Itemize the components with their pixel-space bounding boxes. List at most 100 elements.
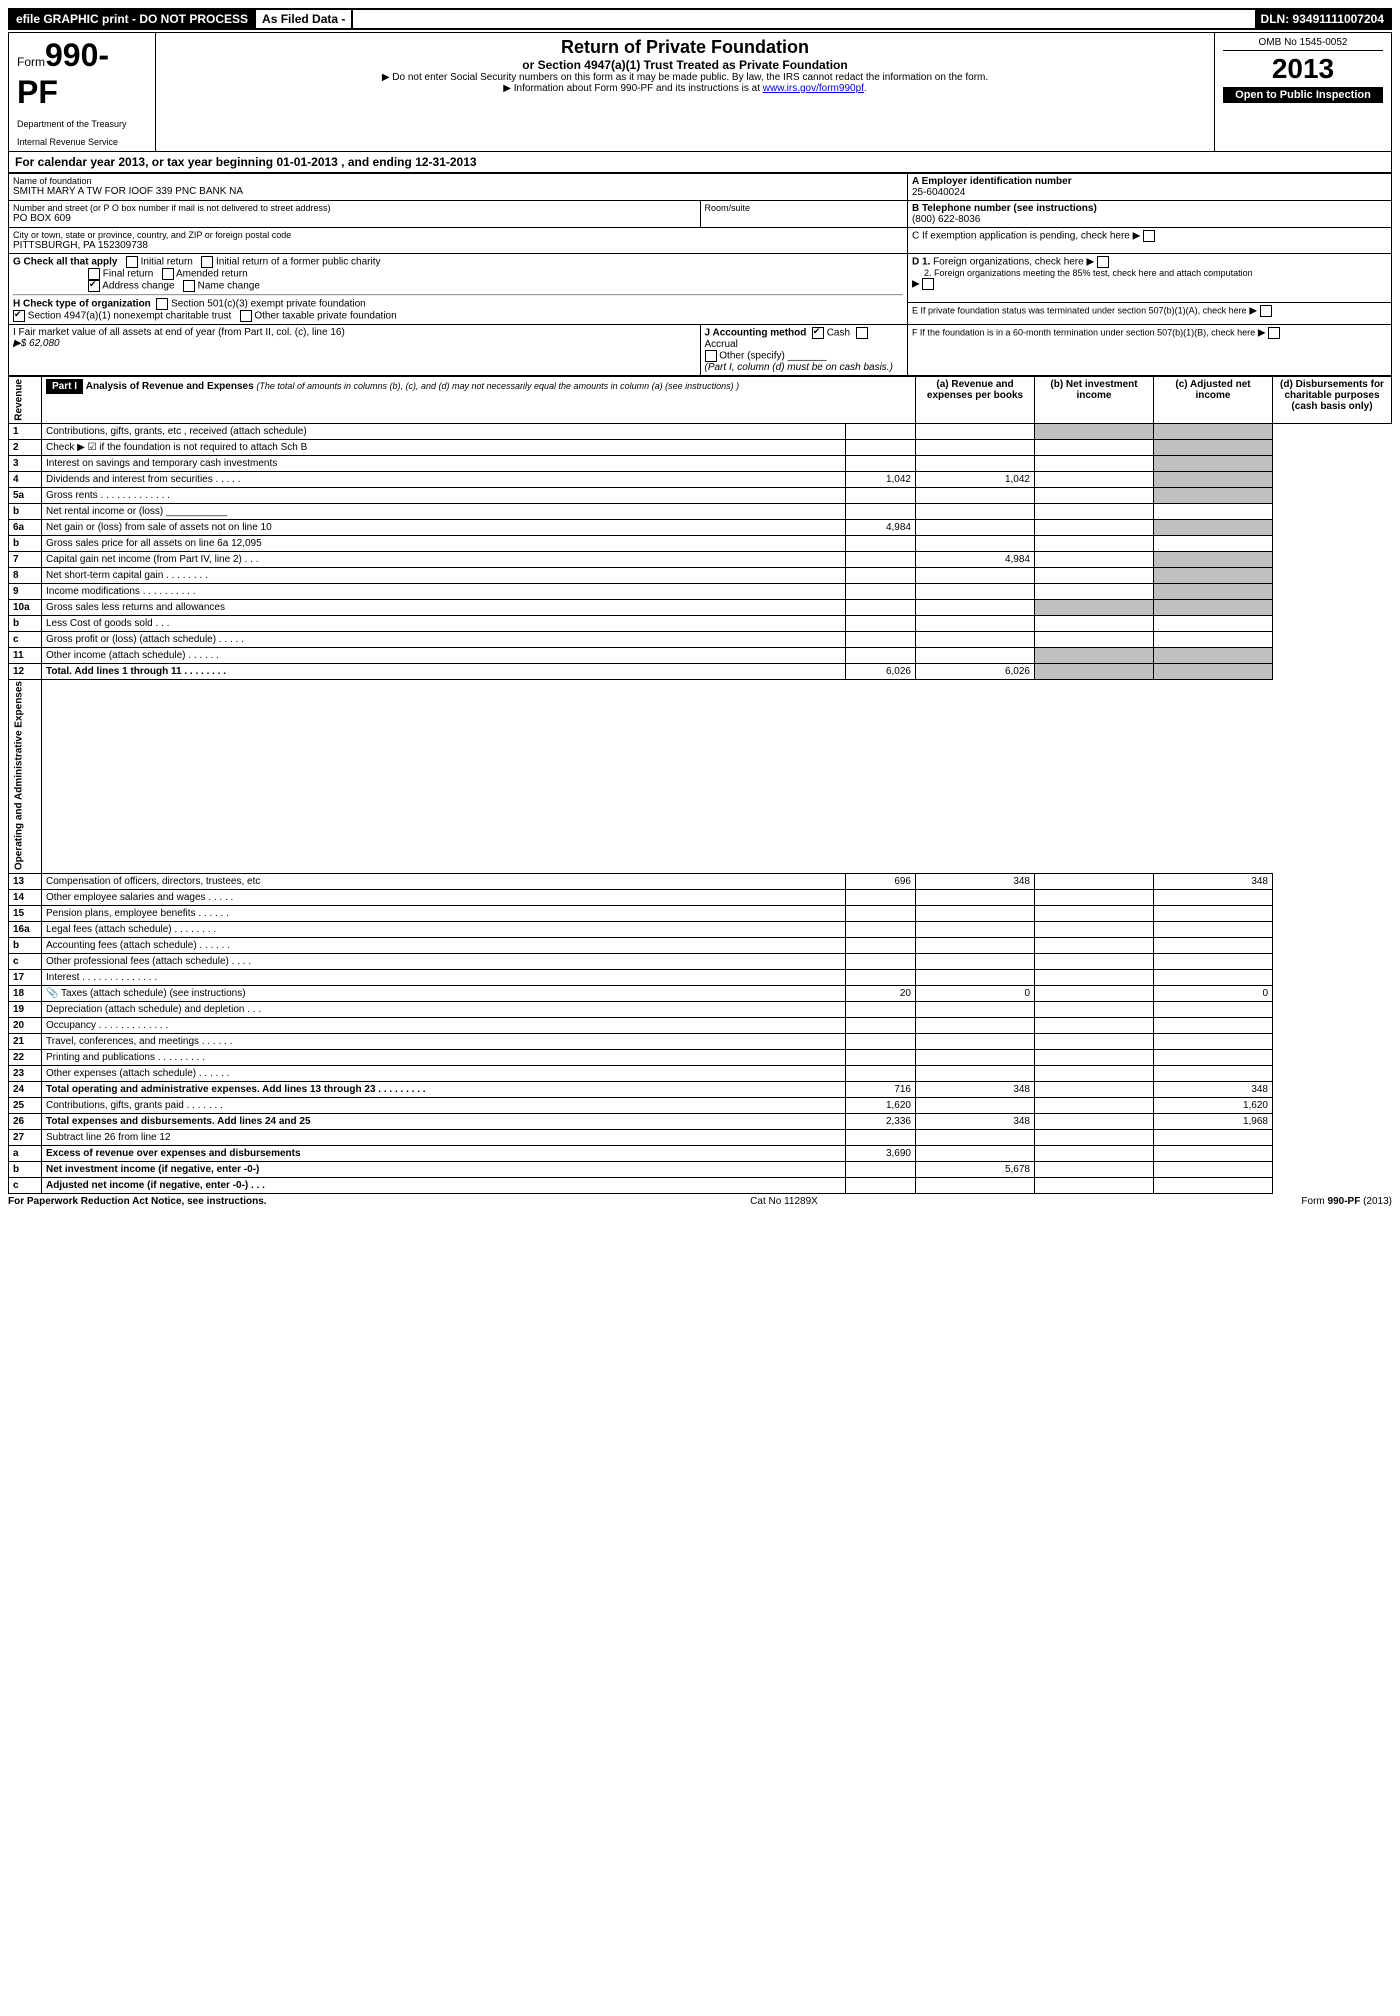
j-note: (Part I, column (d) must be on cash basi… xyxy=(705,362,893,373)
form-subtitle: or Section 4947(a)(1) Trust Treated as P… xyxy=(164,58,1206,72)
table-row: 8Net short-term capital gain . . . . . .… xyxy=(9,567,1392,583)
table-row: 12Total. Add lines 1 through 11 . . . . … xyxy=(9,663,1392,679)
table-row: bNet rental income or (loss) ___________ xyxy=(9,503,1392,519)
table-row: 17Interest . . . . . . . . . . . . . . xyxy=(9,969,1392,985)
table-row: bAccounting fees (attach schedule) . . .… xyxy=(9,937,1392,953)
table-row: 21Travel, conferences, and meetings . . … xyxy=(9,1033,1392,1049)
instr-1: ▶ Do not enter Social Security numbers o… xyxy=(164,72,1206,83)
c-label: C If exemption application is pending, c… xyxy=(912,231,1140,242)
instr-2: ▶ Information about Form 990-PF and its … xyxy=(164,83,1206,94)
part1-title: Analysis of Revenue and Expenses xyxy=(86,381,254,392)
table-row: 13Compensation of officers, directors, t… xyxy=(9,873,1392,889)
table-row: 23Other expenses (attach schedule) . . .… xyxy=(9,1065,1392,1081)
form-title: Return of Private Foundation xyxy=(164,37,1206,58)
table-row: 18📎 Taxes (attach schedule) (see instruc… xyxy=(9,985,1392,1001)
f-checkbox[interactable] xyxy=(1268,327,1280,339)
as-filed: As Filed Data - xyxy=(256,10,353,28)
dept-treasury: Department of the Treasury xyxy=(17,119,147,129)
footer-left: For Paperwork Reduction Act Notice, see … xyxy=(8,1196,267,1207)
footer-right: Form 990-PF (2013) xyxy=(1301,1196,1392,1207)
h-501c3-checkbox[interactable] xyxy=(156,298,168,310)
g-label: G Check all that apply xyxy=(13,257,117,268)
col-b-header: (b) Net investment income xyxy=(1035,377,1154,424)
table-row: 15Pension plans, employee benefits . . .… xyxy=(9,905,1392,921)
j-cash-checkbox[interactable] xyxy=(812,327,824,339)
addr-label: Number and street (or P O box number if … xyxy=(13,203,696,213)
c-checkbox[interactable] xyxy=(1143,230,1155,242)
table-row: 1Contributions, gifts, grants, etc , rec… xyxy=(9,423,1392,439)
table-row: cOther professional fees (attach schedul… xyxy=(9,953,1392,969)
addr-value: PO BOX 609 xyxy=(13,213,696,224)
i-amount: ▶$ 62,080 xyxy=(13,338,60,349)
table-row: bNet investment income (if negative, ent… xyxy=(9,1161,1392,1177)
j-label: J Accounting method xyxy=(705,328,807,339)
ein-label: A Employer identification number xyxy=(912,176,1387,187)
g-initial-checkbox[interactable] xyxy=(126,256,138,268)
g-addr-change-checkbox[interactable] xyxy=(88,280,100,292)
table-row: 7Capital gain net income (from Part IV, … xyxy=(9,551,1392,567)
col-c-header: (c) Adjusted net income xyxy=(1154,377,1273,424)
name-label: Name of foundation xyxy=(13,176,903,186)
h-other-checkbox[interactable] xyxy=(240,310,252,322)
table-row: 24Total operating and administrative exp… xyxy=(9,1081,1392,1097)
part1-note: (The total of amounts in columns (b), (c… xyxy=(256,381,739,391)
g-name-change-checkbox[interactable] xyxy=(183,280,195,292)
part1-label: Part I xyxy=(46,379,83,394)
d1-label: D 1. D 1. Foreign organizations, check h… xyxy=(912,256,1387,268)
d2-label: 2. Foreign organizations meeting the 85%… xyxy=(912,268,1387,278)
foundation-name: SMITH MARY A TW FOR IOOF 339 PNC BANK NA xyxy=(13,186,903,197)
table-row: 4Dividends and interest from securities … xyxy=(9,471,1392,487)
table-row: 22Printing and publications . . . . . . … xyxy=(9,1049,1392,1065)
j-other-checkbox[interactable] xyxy=(705,350,717,362)
form-header: Form990-PF Department of the Treasury In… xyxy=(8,32,1392,152)
e-label: E If private foundation status was termi… xyxy=(912,306,1247,316)
table-row: 2Check ▶ ☑ if the foundation is not requ… xyxy=(9,439,1392,455)
calendar-year-row: For calendar year 2013, or tax year begi… xyxy=(8,152,1392,173)
dln: DLN: 93491111007204 xyxy=(1255,10,1390,28)
table-row: 5aGross rents . . . . . . . . . . . . . xyxy=(9,487,1392,503)
table-row: 19Depreciation (attach schedule) and dep… xyxy=(9,1001,1392,1017)
table-row: 11Other income (attach schedule) . . . .… xyxy=(9,647,1392,663)
top-bar: efile GRAPHIC print - DO NOT PROCESS As … xyxy=(8,8,1392,30)
table-row: aExcess of revenue over expenses and dis… xyxy=(9,1145,1392,1161)
i-label: I Fair market value of all assets at end… xyxy=(13,327,345,338)
omb-number: OMB No 1545-0052 xyxy=(1223,37,1383,51)
table-row: 6aNet gain or (loss) from sale of assets… xyxy=(9,519,1392,535)
table-row: 14Other employee salaries and wages . . … xyxy=(9,889,1392,905)
table-row: cGross profit or (loss) (attach schedule… xyxy=(9,631,1392,647)
expenses-side-label: Operating and Administrative Expenses xyxy=(9,679,42,873)
city-value: PITTSBURGH, PA 152309738 xyxy=(13,240,903,251)
room-label: Room/suite xyxy=(705,203,903,213)
table-row: cAdjusted net income (if negative, enter… xyxy=(9,1177,1392,1193)
table-row: 20Occupancy . . . . . . . . . . . . . xyxy=(9,1017,1392,1033)
tel-value: (800) 622-8036 xyxy=(912,214,1387,225)
table-row: 27Subtract line 26 from line 12 xyxy=(9,1129,1392,1145)
j-accrual-checkbox[interactable] xyxy=(856,327,868,339)
col-d-header: (d) Disbursements for charitable purpose… xyxy=(1273,377,1392,424)
d2-checkbox[interactable] xyxy=(922,278,934,290)
part1-table: Revenue Part I Analysis of Revenue and E… xyxy=(8,376,1392,1194)
form-number: Form990-PF xyxy=(17,37,147,111)
info-table: Name of foundation SMITH MARY A TW FOR I… xyxy=(8,173,1392,376)
table-row: 25Contributions, gifts, grants paid . . … xyxy=(9,1097,1392,1113)
irs-link[interactable]: www.irs.gov/form990pf xyxy=(763,83,864,94)
ein-value: 25-6040024 xyxy=(912,187,1387,198)
h-4947-checkbox[interactable] xyxy=(13,310,25,322)
table-row: 3Interest on savings and temporary cash … xyxy=(9,455,1392,471)
tax-year: 2013 xyxy=(1223,53,1383,85)
g-amended-checkbox[interactable] xyxy=(162,268,174,280)
table-row: bLess Cost of goods sold . . . xyxy=(9,615,1392,631)
table-row: 26Total expenses and disbursements. Add … xyxy=(9,1113,1392,1129)
efile-notice: efile GRAPHIC print - DO NOT PROCESS xyxy=(10,10,256,28)
e-checkbox[interactable] xyxy=(1260,305,1272,317)
d1-checkbox[interactable] xyxy=(1097,256,1109,268)
table-row: 16aLegal fees (attach schedule) . . . . … xyxy=(9,921,1392,937)
f-label: F If the foundation is in a 60-month ter… xyxy=(912,328,1255,338)
col-a-header: (a) Revenue and expenses per books xyxy=(916,377,1035,424)
revenue-side-label: Revenue xyxy=(9,377,42,424)
page-footer: For Paperwork Reduction Act Notice, see … xyxy=(8,1196,1392,1207)
open-inspection: Open to Public Inspection xyxy=(1223,87,1383,103)
table-row: 10aGross sales less returns and allowanc… xyxy=(9,599,1392,615)
g-initial-former-checkbox[interactable] xyxy=(201,256,213,268)
irs: Internal Revenue Service xyxy=(17,137,147,147)
